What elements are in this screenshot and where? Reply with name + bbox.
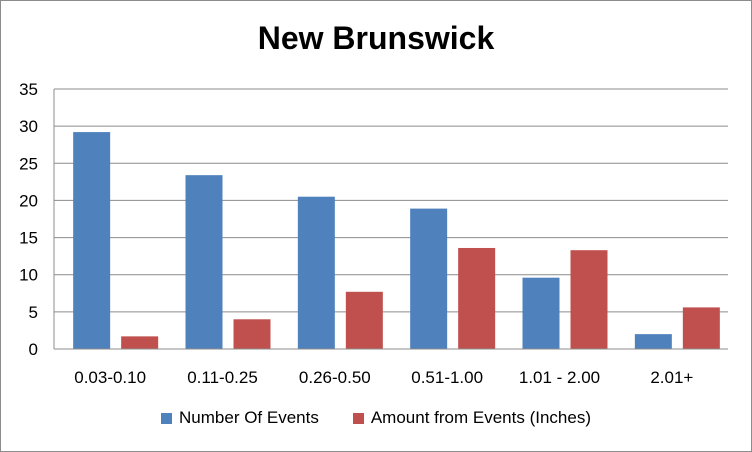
legend-label-series-1: Number Of Events [179,408,319,427]
legend-label-series-2: Amount from Events (Inches) [370,408,591,427]
chart-title: New Brunswick [257,20,495,56]
bars [73,132,720,349]
y-tick-label: 20 [19,191,38,210]
y-tick-label: 0 [29,340,38,359]
legend-swatch-series-1 [161,412,173,424]
bar-series-1 [522,277,560,349]
y-tick-label: 25 [19,154,38,173]
bar-series-2 [233,319,271,349]
legend-item-series-1: Number Of Events [161,408,319,428]
x-tick-label: 0.26-0.50 [299,368,371,387]
legend-item-series-2: Amount from Events (Inches) [352,408,591,428]
y-tick-label: 30 [19,117,38,136]
bar-series-2 [345,291,383,349]
legend-swatch-series-2 [352,412,364,424]
bar-series-1 [297,196,335,349]
bar-series-1 [410,208,448,349]
bar-series-1 [73,132,111,349]
x-tick-label: 2.01+ [650,368,693,387]
gridlines [54,88,728,313]
y-tick-label: 10 [19,266,38,285]
bar-series-2 [458,247,496,349]
bar-series-2 [121,336,159,349]
legend: Number Of Events Amount from Events (Inc… [0,408,752,428]
axes: 0 5 10 15 20 25 30 35 0.03-0.10 0.11-0.25 0.26-0.5… [19,80,728,387]
x-tick-label: 0.11-0.25 [187,368,258,387]
x-tick-label: 0.51-1.00 [411,368,483,387]
y-tick-label: 5 [29,303,38,322]
x-tick-label: 1.01 - 2.00 [519,368,600,387]
bar-series-2 [682,307,720,349]
y-tick-label: 15 [19,229,38,248]
bar-series-1 [185,175,223,349]
bar-series-2 [570,250,608,349]
y-tick-label: 35 [19,80,38,99]
x-tick-label: 0.03-0.10 [74,368,146,387]
bar-series-1 [634,334,672,349]
